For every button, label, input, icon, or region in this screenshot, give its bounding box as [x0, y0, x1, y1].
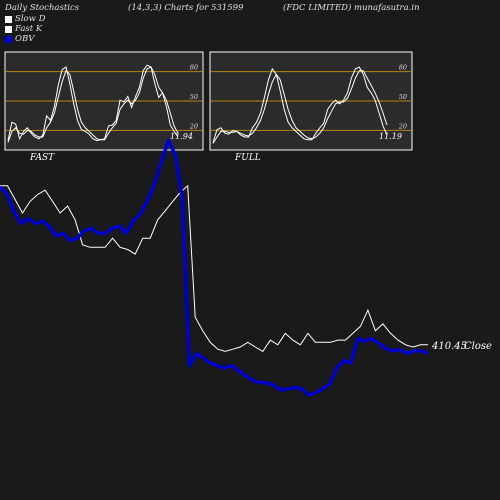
obv-line — [0, 138, 429, 397]
legend-slow-d: Slow D — [5, 14, 45, 24]
legend-slow-d-swatch — [5, 15, 12, 23]
fast-series-slow-d — [7, 66, 179, 143]
legend-slow-d-label: Slow D — [15, 14, 46, 24]
full-ytick-80: 80 — [399, 64, 407, 72]
full-series-fast-k — [212, 66, 388, 143]
legend-fast-k-swatch — [5, 25, 12, 33]
full-last-value-label: 11.19 — [379, 132, 402, 141]
legend-obv-swatch — [5, 35, 12, 43]
fast-ytick-50: 50 — [190, 93, 198, 101]
fast-ytick-80: 80 — [190, 64, 198, 72]
fast-panel-label: FAST — [29, 153, 55, 163]
full-panel-label: FULL — [234, 153, 261, 163]
legend-obv-label: OBV — [15, 34, 35, 44]
full-ytick-20: 20 — [398, 122, 407, 130]
legend-obv: OBV — [5, 34, 34, 44]
fast-ytick-20: 20 — [189, 122, 198, 130]
chart-params: (14,3,3) Charts for 531599 — [128, 3, 244, 13]
full-ytick-50: 50 — [399, 93, 407, 101]
chart-title: Daily Stochastics — [5, 3, 80, 13]
close-last-value-label: 410.45 — [431, 341, 467, 352]
close-price-line — [0, 184, 428, 353]
legend-fast-k-label: Fast K — [15, 24, 43, 34]
chart-company: (FDC LIMITED) munafasutra.in — [283, 3, 420, 13]
fast-series-fast-k — [7, 64, 179, 142]
fast-last-value-label: 11.94 — [170, 132, 193, 141]
legend-fast-k: Fast K — [5, 24, 42, 34]
close-last-value-suffix: Close — [464, 341, 492, 352]
full-series-slow-d — [212, 70, 388, 144]
